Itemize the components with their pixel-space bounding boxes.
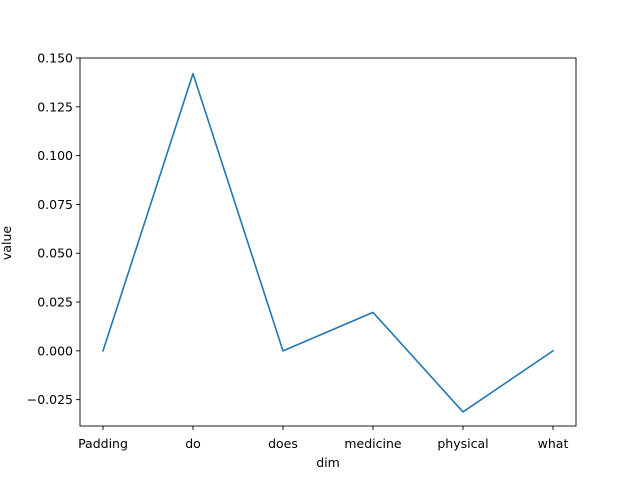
y-tick-label: 0.025	[37, 295, 73, 310]
y-tick-label: 0.050	[37, 246, 73, 261]
x-tick-label: what	[538, 436, 569, 451]
x-tick-label: physical	[437, 436, 488, 451]
axes-frame	[79, 57, 577, 427]
y-tick-label: −0.025	[27, 392, 73, 407]
x-tick-label: does	[268, 436, 298, 451]
y-tick-label: 0.100	[37, 148, 73, 163]
y-axis-label: value	[0, 226, 14, 260]
y-tick-label: 0.000	[37, 343, 73, 358]
plot-area: Padding do does medicine physical what −0.025 0…	[27, 51, 577, 451]
x-tick-label: medicine	[344, 436, 402, 451]
y-tick-label: 0.125	[37, 99, 73, 114]
x-axis-label: dim	[316, 455, 340, 470]
y-tick-label: 0.150	[37, 51, 73, 66]
x-tick-label: Padding	[78, 436, 128, 451]
series-line-0	[101, 72, 555, 413]
x-tick-label: do	[185, 436, 201, 451]
y-tick-label: 0.075	[37, 197, 73, 212]
